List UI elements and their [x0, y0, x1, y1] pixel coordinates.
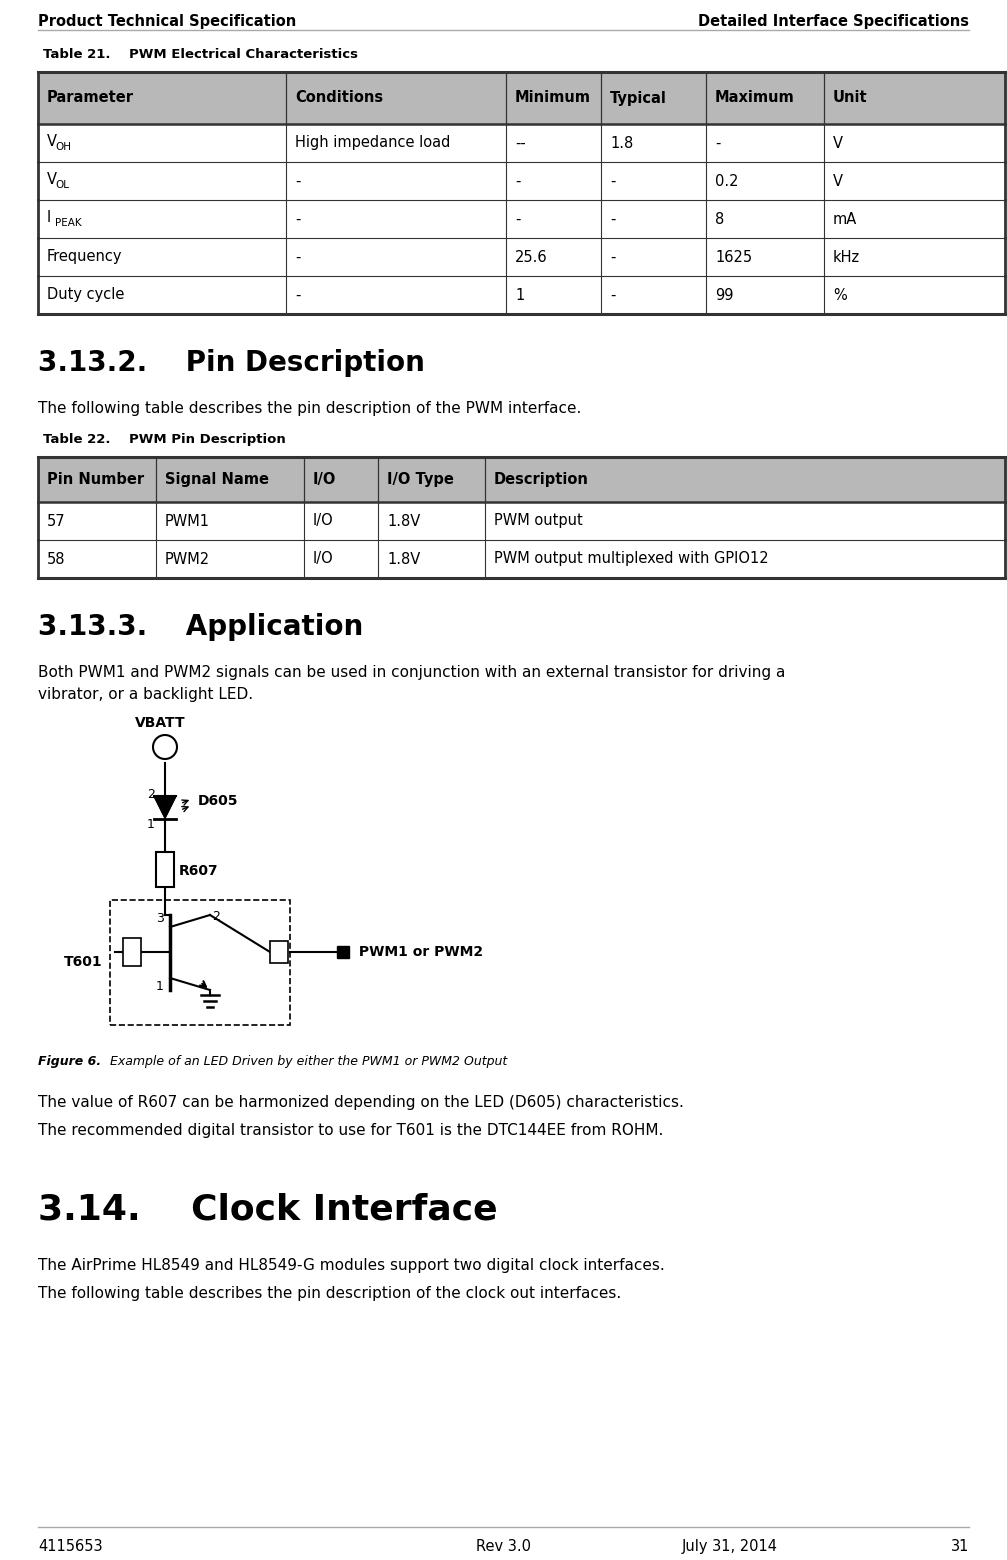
Text: July 31, 2014: July 31, 2014: [682, 1540, 778, 1554]
Text: The AirPrime HL8549 and HL8549-G modules support two digital clock interfaces.: The AirPrime HL8549 and HL8549-G modules…: [38, 1257, 665, 1273]
Text: I/O: I/O: [313, 513, 333, 529]
Text: -: -: [610, 173, 615, 189]
Text: kHz: kHz: [833, 250, 860, 265]
Text: 4115653: 4115653: [38, 1540, 103, 1554]
Text: Frequency: Frequency: [47, 250, 123, 265]
Text: 8: 8: [715, 212, 724, 226]
Text: The recommended digital transistor to use for T601 is the DTC144EE from ROHM.: The recommended digital transistor to us…: [38, 1123, 664, 1137]
Text: -: -: [295, 173, 300, 189]
Text: 31: 31: [951, 1540, 969, 1554]
Text: -: -: [295, 287, 300, 303]
Text: %: %: [833, 287, 847, 303]
Bar: [270, 941, 288, 963]
Text: High impedance load: High impedance load: [295, 136, 450, 150]
Text: 99: 99: [715, 287, 733, 303]
Text: V: V: [47, 173, 57, 187]
Text: -: -: [295, 250, 300, 265]
Text: VBATT: VBATT: [135, 716, 185, 730]
Text: 2: 2: [147, 788, 155, 800]
Text: 57: 57: [47, 513, 65, 529]
Text: I/O Type: I/O Type: [387, 473, 454, 487]
Text: Figure 6.: Figure 6.: [38, 1055, 101, 1069]
Text: 1: 1: [515, 287, 525, 303]
Text: Signal Name: Signal Name: [165, 473, 269, 487]
Text: 1.8V: 1.8V: [387, 552, 420, 566]
Text: Both PWM1 and PWM2 signals can be used in conjunction with an external transisto: Both PWM1 and PWM2 signals can be used i…: [38, 665, 785, 680]
Text: V: V: [833, 136, 843, 150]
Bar: [110, 900, 290, 1025]
Text: V: V: [47, 134, 57, 150]
Text: D605: D605: [198, 794, 239, 808]
Text: vibrator, or a backlight LED.: vibrator, or a backlight LED.: [38, 686, 253, 702]
Text: Product Technical Specification: Product Technical Specification: [38, 14, 296, 30]
Text: -: -: [610, 287, 615, 303]
Text: Conditions: Conditions: [295, 90, 383, 106]
Text: Duty cycle: Duty cycle: [47, 287, 125, 303]
Text: Minimum: Minimum: [515, 90, 591, 106]
Polygon shape: [154, 796, 176, 817]
Text: PWM1 or PWM2: PWM1 or PWM2: [354, 945, 483, 959]
Text: -: -: [610, 250, 615, 265]
Text: R607: R607: [179, 864, 219, 878]
Text: --: --: [515, 136, 526, 150]
Text: 1.8: 1.8: [610, 136, 633, 150]
Text: Table 21.    PWM Electrical Characteristics: Table 21. PWM Electrical Characteristics: [43, 48, 358, 61]
Text: The value of R607 can be harmonized depending on the LED (D605) characteristics.: The value of R607 can be harmonized depe…: [38, 1095, 684, 1111]
Text: T601: T601: [63, 955, 102, 969]
Text: The following table describes the pin description of the clock out interfaces.: The following table describes the pin de…: [38, 1285, 621, 1301]
Text: Parameter: Parameter: [47, 90, 134, 106]
Text: Example of an LED Driven by either the PWM1 or PWM2 Output: Example of an LED Driven by either the P…: [90, 1055, 508, 1069]
Text: PWM output: PWM output: [494, 513, 583, 529]
Text: Description: Description: [494, 473, 589, 487]
Text: 58: 58: [47, 552, 65, 566]
Text: 1: 1: [147, 817, 155, 830]
Text: -: -: [295, 212, 300, 226]
Text: PEAK: PEAK: [55, 218, 82, 228]
Text: OL: OL: [55, 179, 69, 190]
Text: 1: 1: [156, 981, 164, 994]
Text: Maximum: Maximum: [715, 90, 795, 106]
Text: PWM1: PWM1: [165, 513, 210, 529]
Text: 1.8V: 1.8V: [387, 513, 420, 529]
Text: 0.2: 0.2: [715, 173, 738, 189]
Text: 3.13.2.    Pin Description: 3.13.2. Pin Description: [38, 349, 425, 378]
Text: I/O: I/O: [313, 552, 333, 566]
Text: The following table describes the pin description of the PWM interface.: The following table describes the pin de…: [38, 401, 581, 417]
Text: -: -: [715, 136, 720, 150]
Text: V: V: [833, 173, 843, 189]
Text: Rev 3.0: Rev 3.0: [475, 1540, 531, 1554]
Text: Typical: Typical: [610, 90, 667, 106]
Text: mA: mA: [833, 212, 857, 226]
Text: -: -: [515, 212, 521, 226]
Text: 3.13.3.    Application: 3.13.3. Application: [38, 613, 364, 641]
Text: I/O: I/O: [313, 473, 336, 487]
Text: 3.14.    Clock Interface: 3.14. Clock Interface: [38, 1193, 497, 1228]
Text: PWM2: PWM2: [165, 552, 210, 566]
Text: 1625: 1625: [715, 250, 752, 265]
Text: Table 22.    PWM Pin Description: Table 22. PWM Pin Description: [43, 434, 286, 446]
Text: PWM output multiplexed with GPIO12: PWM output multiplexed with GPIO12: [494, 552, 768, 566]
Text: 3: 3: [156, 911, 164, 925]
Bar: [123, 938, 141, 966]
Text: Pin Number: Pin Number: [47, 473, 144, 487]
Text: Unit: Unit: [833, 90, 868, 106]
Text: I: I: [47, 211, 51, 226]
Text: Detailed Interface Specifications: Detailed Interface Specifications: [698, 14, 969, 30]
Text: 25.6: 25.6: [515, 250, 548, 265]
Text: OH: OH: [55, 142, 71, 151]
Text: -: -: [610, 212, 615, 226]
Text: -: -: [515, 173, 521, 189]
Bar: [156, 852, 174, 888]
Text: 2: 2: [212, 909, 220, 922]
